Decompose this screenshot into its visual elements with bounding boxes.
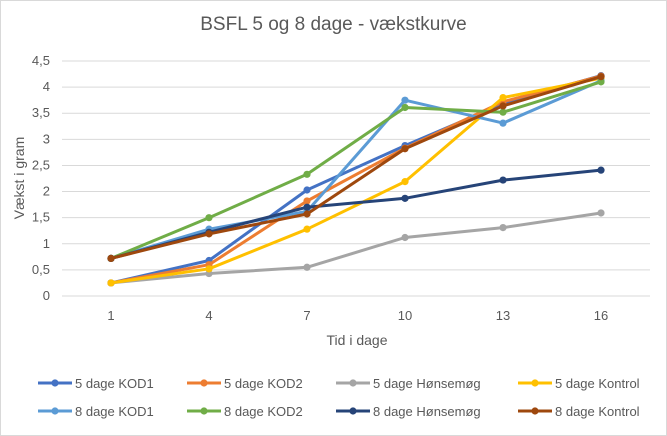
data-point [499, 223, 507, 232]
x-axis-ticks: 1 4 7 10 13 16 [107, 308, 608, 323]
series-4 [107, 74, 605, 287]
legend-item: 8 dage Hønsemøg [336, 404, 481, 419]
data-point [401, 178, 409, 186]
data-point [499, 93, 507, 102]
y-tick-label: 2,5 [32, 157, 50, 172]
x-axis-label: Tid i dage [327, 332, 388, 348]
data-point [205, 230, 213, 238]
data-point [499, 108, 507, 116]
series-line [110, 80, 602, 260]
data-point [303, 197, 311, 205]
x-tick-label: 1 [107, 308, 114, 323]
legend-item: 8 dage Kontrol [518, 404, 640, 419]
series-line [110, 168, 602, 260]
y-tick-label: 1 [43, 236, 50, 251]
legend-label: 8 dage Kontrol [555, 404, 640, 419]
data-point [401, 103, 409, 112]
data-point [597, 73, 605, 81]
data-point [499, 176, 507, 184]
x-tick-label: 16 [594, 308, 608, 323]
legend-label: 5 dage Hønsemøg [373, 376, 481, 391]
y-tick-label: 0 [43, 288, 50, 303]
data-point [303, 170, 311, 178]
data-point [401, 145, 409, 153]
series-line [110, 211, 602, 285]
legend-label: 5 dage KOD2 [224, 376, 303, 391]
series-line [110, 76, 602, 285]
legend-item: 8 dage KOD1 [38, 404, 154, 419]
legend-item: 8 dage KOD2 [187, 404, 303, 419]
series-line [110, 74, 602, 285]
data-point [303, 203, 311, 211]
data-point [401, 233, 409, 242]
y-tick-label: 3,5 [32, 105, 50, 120]
legend-item: 5 dage KOD2 [187, 376, 303, 391]
x-tick-label: 13 [496, 308, 510, 323]
legend-item: 5 dage Kontrol [518, 376, 640, 391]
legend-label: 8 dage KOD2 [224, 404, 303, 419]
data-point [205, 265, 213, 273]
y-tick-label: 2 [43, 184, 50, 199]
data-point [401, 194, 409, 202]
series-line [110, 79, 602, 260]
legend-label: 5 dage KOD1 [75, 376, 154, 391]
legend-swatch-marker [349, 379, 357, 387]
legend-label: 8 dage KOD1 [75, 404, 154, 419]
y-tick-label: 4 [43, 79, 50, 94]
legend-swatch-marker [51, 379, 59, 387]
series-line [110, 74, 602, 285]
series-3 [107, 209, 605, 287]
y-tick-label: 0,5 [32, 262, 50, 277]
x-tick-label: 4 [205, 308, 212, 323]
y-tick-label: 4,5 [32, 53, 50, 68]
data-point [499, 102, 507, 110]
legend-swatch-marker [51, 407, 59, 415]
legend: 5 dage KOD1 5 dage KOD2 5 dage Hønsemøg 5 d… [38, 376, 640, 419]
chart-title: BSFL 5 og 8 dage - vækstkurve [200, 14, 467, 35]
series-6 [107, 78, 605, 262]
y-axis-ticks: 0 0,5 1 1,5 2 2,5 3 3,5 4 4,5 [32, 53, 50, 303]
data-point [597, 209, 605, 217]
series-8 [107, 73, 605, 262]
data-point [401, 96, 409, 104]
y-tick-label: 1,5 [32, 210, 50, 225]
data-point [597, 166, 605, 174]
legend-item: 5 dage Hønsemøg [336, 376, 481, 391]
data-point [303, 186, 311, 194]
series-lines [107, 72, 605, 287]
series-line [110, 75, 602, 260]
legend-swatch-marker [200, 407, 208, 415]
x-tick-label: 10 [398, 308, 412, 323]
data-point [597, 78, 605, 86]
data-point [205, 214, 213, 222]
legend-swatch-marker [531, 407, 539, 415]
y-axis-label: Vækst i gram [11, 137, 27, 219]
x-tick-label: 7 [303, 308, 310, 323]
data-point [303, 225, 311, 233]
legend-swatch-marker [349, 407, 357, 415]
y-tick-label: 3 [43, 131, 50, 146]
data-point [107, 279, 115, 287]
legend-label: 5 dage Kontrol [555, 376, 640, 391]
legend-item: 5 dage KOD1 [38, 376, 154, 391]
legend-swatch-marker [531, 379, 539, 387]
legend-label: 8 dage Hønsemøg [373, 404, 481, 419]
data-point [499, 119, 507, 127]
data-point [303, 210, 311, 218]
legend-swatch-marker [200, 379, 208, 387]
data-point [303, 263, 311, 271]
data-point [107, 254, 115, 262]
